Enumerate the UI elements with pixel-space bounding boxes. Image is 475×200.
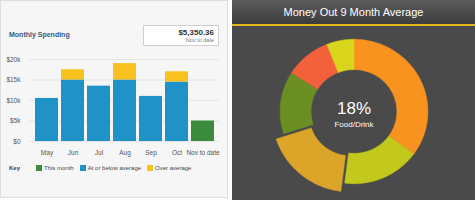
svg-text:$5k: $5k [10, 117, 21, 124]
svg-text:$20k: $20k [6, 56, 21, 63]
svg-text:Oct: Oct [172, 149, 182, 156]
svg-text:Sep: Sep [145, 149, 157, 157]
html-text:Over average: Over average [155, 165, 192, 171]
html-text:Nov to date: Nov to date [185, 37, 214, 43]
html-text:At or below average: At or below average [87, 165, 142, 171]
svg-text:18%: 18% [337, 99, 371, 118]
svg-text:$10k: $10k [6, 97, 21, 104]
svg-text:Jul: Jul [95, 149, 104, 156]
html-text:$5,350.36: $5,350.36 [178, 28, 214, 37]
svg-text:Jun: Jun [68, 149, 79, 156]
svg-text:Aug: Aug [119, 149, 131, 157]
html-text:Key: Key [9, 165, 20, 171]
html-text:This month: This month [44, 165, 74, 171]
svg-text:$15k: $15k [6, 76, 21, 83]
html-text:Money Out 9 Month Average: Money Out 9 Month Average [283, 6, 424, 18]
svg-text:Food/Drink: Food/Drink [334, 120, 374, 129]
svg-text:May: May [41, 149, 54, 157]
svg-text:Nov to date: Nov to date [186, 149, 220, 156]
svg-text:$0: $0 [13, 138, 21, 145]
html-text:Monthly Spending: Monthly Spending [9, 31, 70, 38]
